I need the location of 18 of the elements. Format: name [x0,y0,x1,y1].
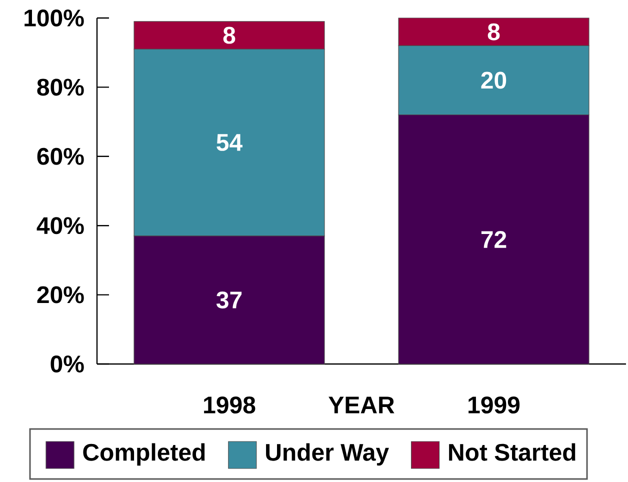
x-tick-label: 1999 [468,396,520,414]
x-axis-title: YEAR [328,396,394,414]
legend-label: Completed [83,443,205,466]
legend-label: Not Started [449,443,576,461]
x-tick-label: 1998 [204,396,256,414]
y-tick-label: 20% [37,286,84,304]
data-label: 20 [481,72,506,89]
data-label: 54 [216,134,242,151]
y-tick-label: 40% [36,217,84,234]
data-label: 37 [216,291,242,308]
y-tick-label: 100% [24,9,84,26]
y-tick-label: 60% [37,148,84,165]
data-label: 8 [223,26,236,44]
data-label: 72 [481,231,506,248]
data-label: 8 [488,23,500,40]
legend-label: Under Way [266,443,389,466]
y-tick-label: 80% [37,78,84,96]
y-tick-label: 0% [50,355,84,372]
